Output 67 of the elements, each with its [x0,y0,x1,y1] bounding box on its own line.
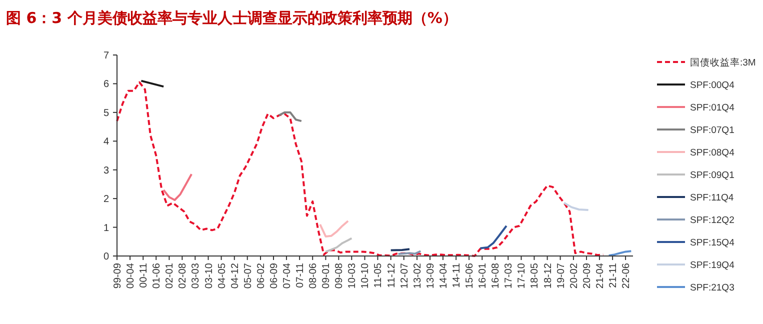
x-tick-label: 01-06 [152,262,163,289]
y-tick-label: 6 [103,79,110,90]
x-tick-label: 04-05 [216,262,228,289]
y-tick-label: 7 [103,50,110,62]
x-tick-label: 10-10 [360,262,372,289]
x-tick-label: 17-10 [516,262,528,289]
legend-label: SPF:15Q4 [690,237,734,248]
x-tick-label: 00-04 [126,262,137,289]
legend-label: SPF:11Q4 [690,192,734,204]
y-tick-label: 2 [103,194,110,206]
x-tick-label: 06-09 [268,262,280,289]
legend-label: SPF:09Q1 [690,170,734,181]
x-tick-label: 02-08 [178,262,189,289]
legend-label: SPF:00Q4 [690,80,734,91]
y-tick-label: 0 [103,252,110,262]
line-series [116,81,604,257]
x-tick-label: 06-02 [256,262,268,289]
y-tick-label: 4 [103,136,110,148]
y-tick-label: 5 [103,108,110,119]
x-tick-label: 05-07 [242,262,254,289]
x-tick-label: 02-01 [164,262,176,289]
line-series [563,202,590,212]
line-series [278,111,302,122]
y-tick-label: 1 [103,222,110,234]
x-tick-label: 14-11 [452,262,463,288]
x-tick-label: 13-02 [412,262,424,289]
x-tick-label: 18-05 [530,262,541,289]
x-tick-label: 20-09 [582,262,593,289]
x-tick-label: 12-07 [399,262,410,289]
x-tick-label: 99-09 [112,262,124,289]
x-tick-label: 07-04 [282,262,293,289]
x-tick-label: 07-11 [295,262,306,288]
line-series [162,173,193,202]
legend-label: SPF:12Q2 [690,214,734,226]
x-tick-label: 16-08 [490,262,502,289]
x-tick-label: 09-01 [321,262,332,289]
x-tick-label: 10-03 [347,262,358,289]
legend-label: SPF:01Q4 [690,102,734,114]
x-tick-label: 21-04 [594,262,606,289]
x-tick-label: 15-06 [464,262,476,289]
legend-label: SPF:07Q1 [690,124,734,136]
x-tick-label: 22-06 [621,262,632,289]
line-series [324,237,353,253]
x-tick-label: 03-10 [204,262,215,289]
legend-label: SPF:19Q4 [690,260,734,271]
x-tick-label: 11-05 [373,262,384,288]
line-series [479,224,508,250]
x-tick-label: 17-03 [504,262,515,289]
legend-label: 国债收益率:3M [690,56,756,68]
x-tick-label: 11-12 [386,262,398,288]
chart-title: 图 6：3 个月美债收益率与专业人士调查显示的政策利率预期（%） [6,9,458,27]
x-tick-label: 00-11 [138,262,150,288]
x-tick-label: 14-04 [438,262,450,289]
line-series [319,220,350,238]
x-tick-label: 03-03 [190,262,202,289]
x-tick-label: 04-12 [230,262,241,289]
legend-label: SPF:08Q4 [690,147,734,158]
x-tick-label: 16-01 [478,262,489,289]
y-tick-label: 3 [103,165,110,176]
x-tick-label: 19-07 [556,262,567,289]
legend-label: SPF:21Q3 [690,282,734,294]
x-tick-label: 20-02 [568,262,580,289]
x-tick-label: 13-09 [425,262,436,289]
x-tick-label: 09-08 [334,262,346,289]
x-tick-label: 08-06 [308,262,320,289]
x-tick-label: 18-12 [542,262,554,289]
x-tick-label: 21-11 [608,262,620,288]
